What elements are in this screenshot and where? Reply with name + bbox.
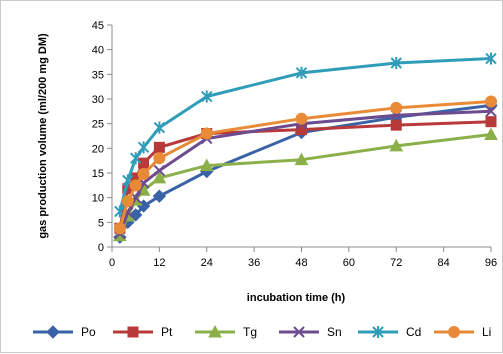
- x-tick-label: 84: [438, 257, 450, 269]
- x-tick-label: 12: [153, 257, 165, 269]
- x-tick-label: 72: [390, 257, 402, 269]
- data-point-tg: [389, 138, 404, 152]
- legend-swatch-marker: [448, 326, 460, 338]
- data-point-tg: [484, 127, 498, 141]
- x-tick-label: 36: [248, 257, 260, 269]
- legend-item-sn: Sn: [279, 325, 342, 339]
- x-tick-label: 96: [485, 257, 497, 269]
- y-tick-label: 15: [92, 168, 104, 180]
- x-axis-title: incubation time (h): [247, 292, 346, 304]
- data-point-cd: [153, 121, 166, 134]
- marker-stroke: [293, 326, 305, 338]
- y-tick-label: 30: [92, 94, 104, 106]
- data-point-li: [485, 95, 497, 108]
- series-layer: [113, 52, 498, 244]
- legend-label-cd: Cd: [406, 325, 421, 339]
- data-point-tg: [294, 152, 309, 166]
- legend-swatch-marker: [127, 326, 139, 338]
- legend-label-tg: Tg: [243, 325, 257, 339]
- y-tick-label: 45: [92, 20, 104, 32]
- y-tick-label: 0: [98, 242, 104, 254]
- data-point-cd: [129, 152, 142, 165]
- legend-item-po: Po: [33, 325, 96, 339]
- data-point-tg: [199, 158, 214, 172]
- legend-swatch-marker: [46, 325, 60, 339]
- data-point-tg: [152, 170, 167, 184]
- data-point-pt: [390, 119, 402, 131]
- data-point-cd: [390, 56, 402, 69]
- legend-item-tg: Tg: [195, 324, 257, 339]
- legend: Po Pt Tg Sn Cd Li: [33, 324, 491, 339]
- y-tick-label: 35: [92, 69, 104, 81]
- data-point-li: [390, 101, 403, 114]
- y-axis-title: gas production volume (ml/200 mg DM): [37, 33, 49, 239]
- legend-label-li: Li: [482, 325, 491, 339]
- legend-label-po: Po: [81, 325, 96, 339]
- data-point-cd: [295, 66, 308, 79]
- marker-stroke: [485, 105, 497, 118]
- legend-label-sn: Sn: [327, 325, 342, 339]
- data-point-sn: [153, 164, 166, 177]
- data-point-pt: [485, 116, 497, 128]
- series-cd: [114, 52, 497, 218]
- marker-stroke: [153, 164, 166, 177]
- data-point-cd: [201, 90, 213, 103]
- data-point-po: [152, 189, 167, 203]
- x-tick-label: 60: [343, 257, 355, 269]
- y-tick-label: 40: [92, 45, 104, 57]
- legend-item-cd: Cd: [358, 325, 421, 339]
- data-point-li: [200, 127, 213, 140]
- data-point-li: [121, 195, 134, 208]
- y-tick-label: 5: [98, 217, 104, 229]
- legend-swatch-marker: [208, 324, 222, 338]
- series-li: [113, 95, 497, 235]
- legend-item-li: Li: [434, 325, 491, 339]
- data-point-pt: [153, 141, 165, 153]
- axes: 0 5 10 15 20 25 30 35 40 45 0 12 24 36 48 60 72 84 96: [92, 20, 497, 269]
- legend-label-pt: Pt: [161, 325, 173, 339]
- y-tick-label: 20: [92, 143, 104, 155]
- x-tick-label: 0: [109, 257, 115, 269]
- data-point-sn: [485, 105, 497, 118]
- legend-swatch-marker: [293, 326, 305, 338]
- x-tick-label: 24: [201, 257, 213, 269]
- y-tick-label: 25: [92, 119, 104, 131]
- y-tick-label: 10: [92, 193, 104, 205]
- data-point-li: [153, 152, 166, 165]
- x-tick-label: 48: [295, 257, 307, 269]
- data-point-li: [113, 222, 126, 235]
- data-point-cd: [485, 52, 497, 65]
- data-point-li: [137, 167, 150, 180]
- legend-item-pt: Pt: [113, 325, 173, 339]
- data-point-li: [295, 112, 308, 125]
- data-point-li: [129, 179, 142, 192]
- data-point-cd: [137, 141, 150, 154]
- legend-swatch-marker: [372, 326, 384, 338]
